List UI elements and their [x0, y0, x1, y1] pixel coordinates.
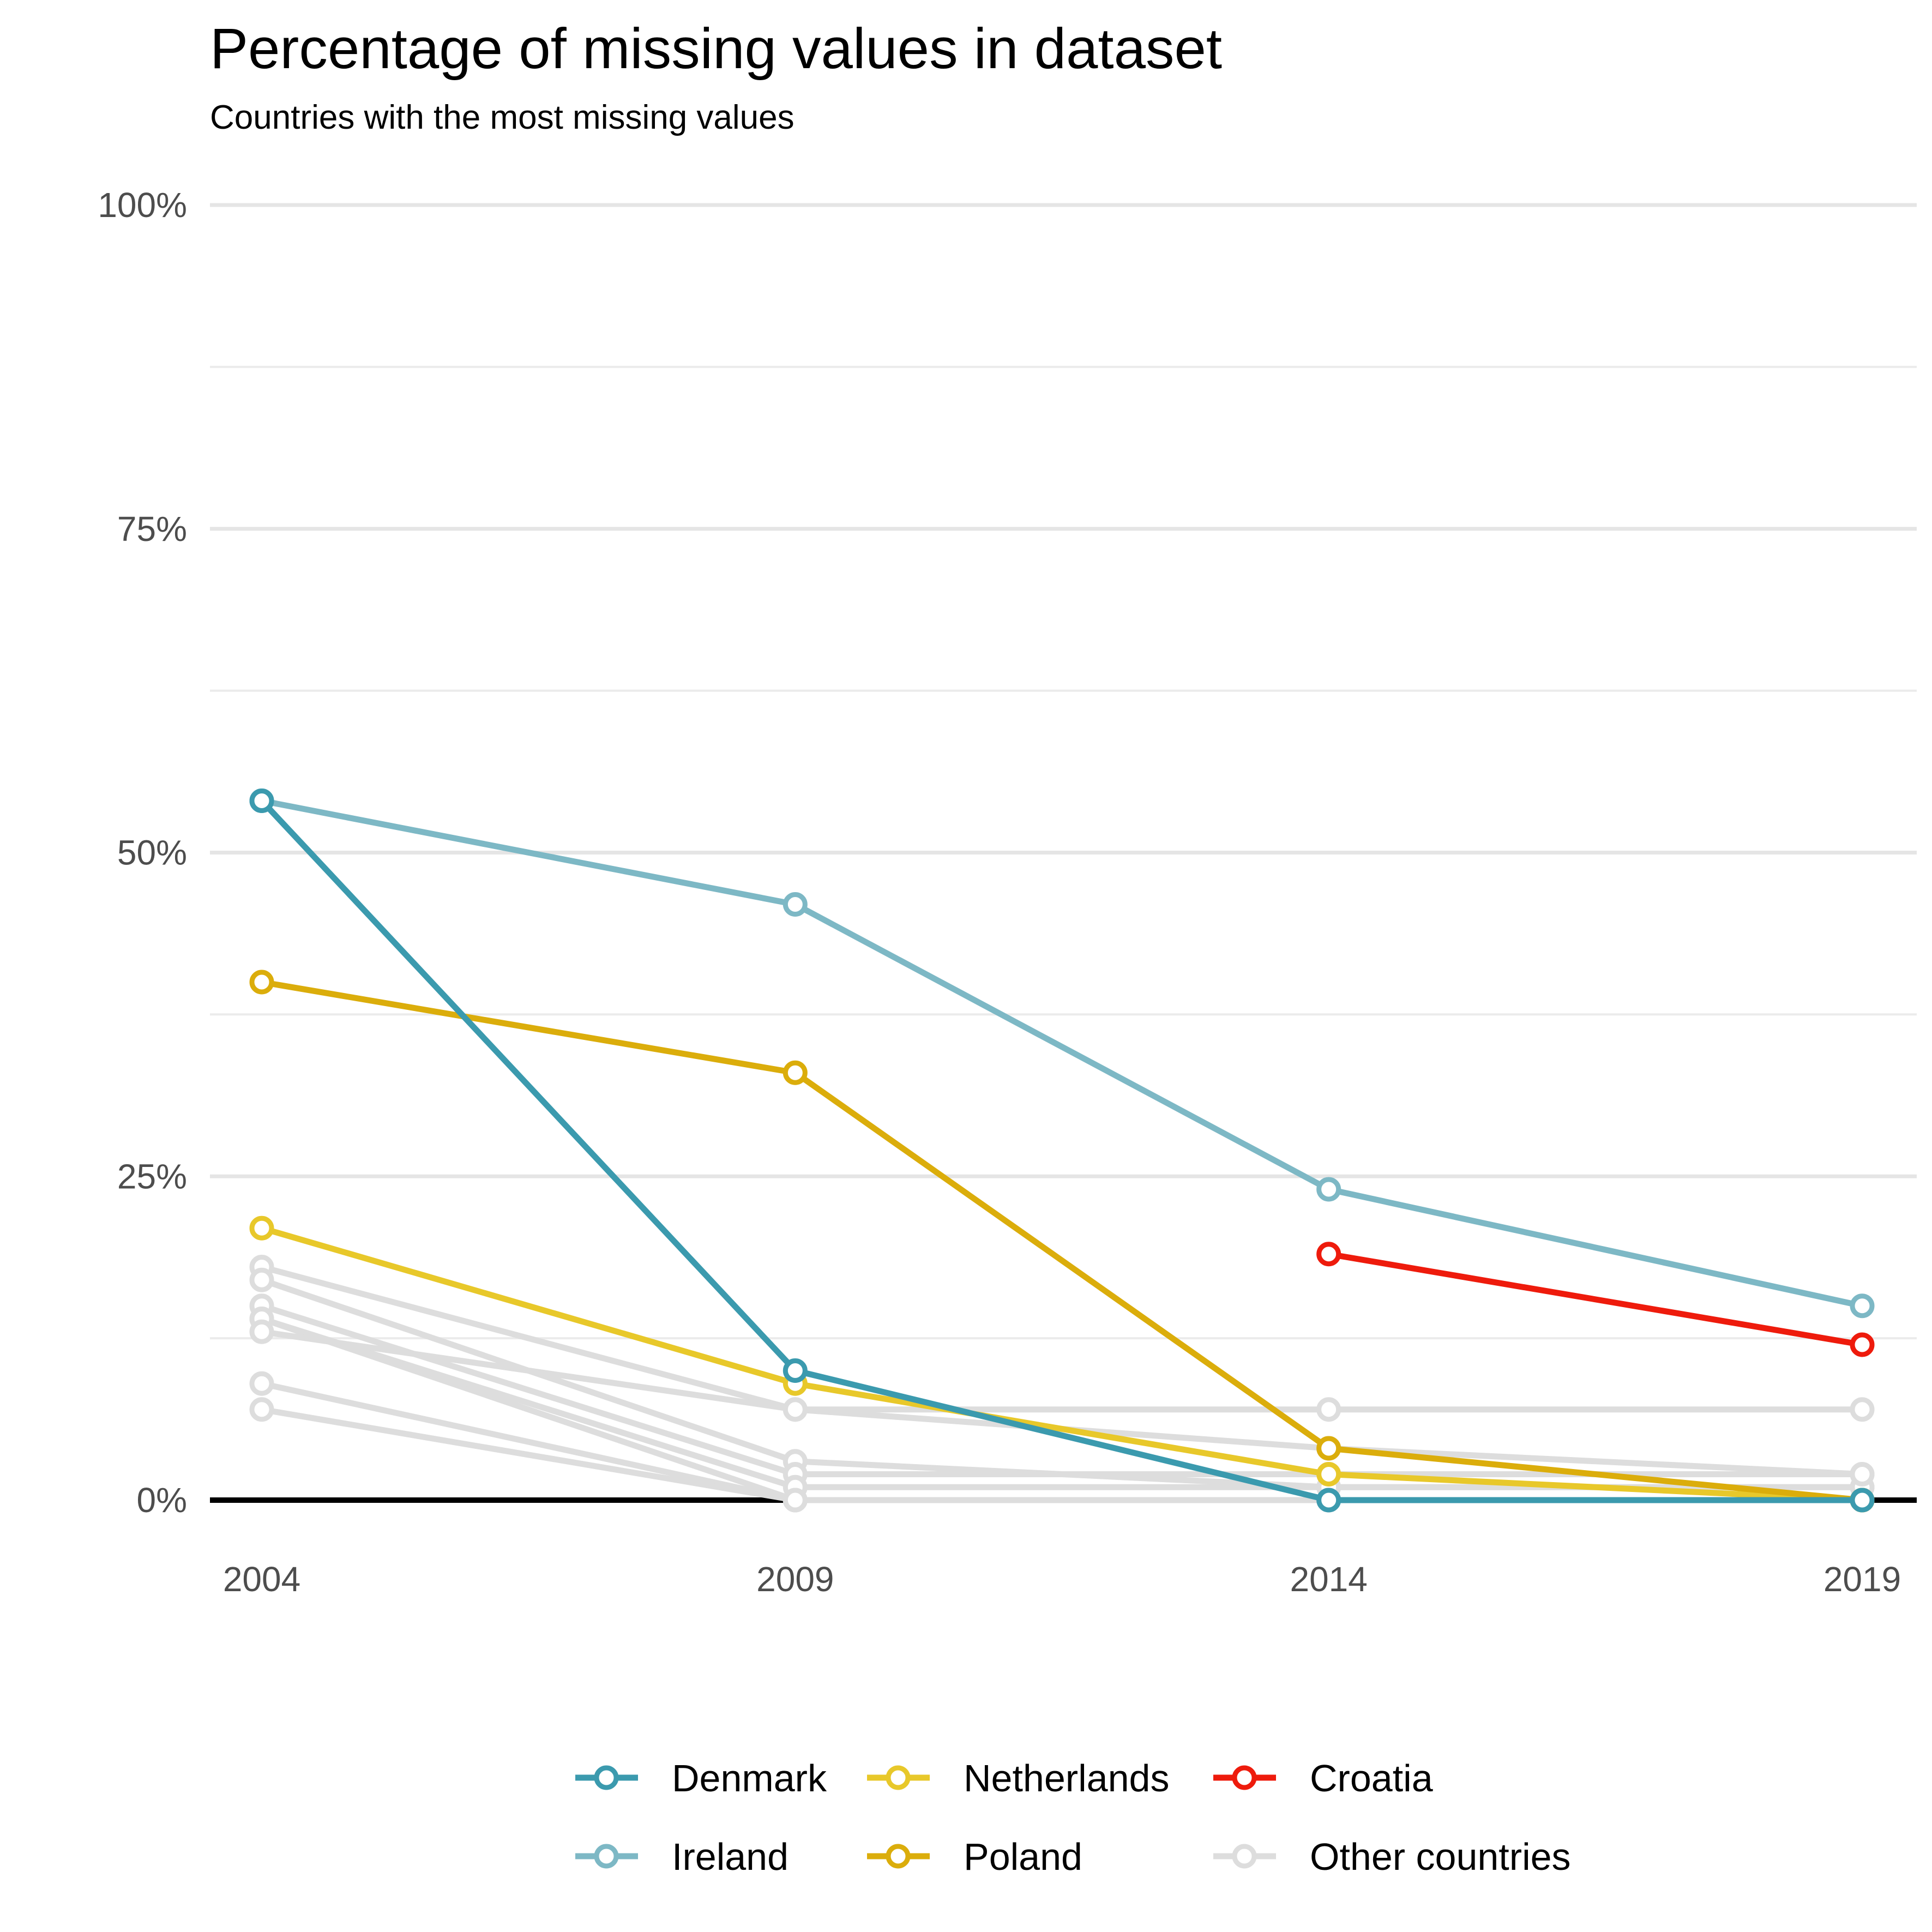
data-point: [1316, 1397, 1341, 1422]
legend-key-point: [1232, 1765, 1257, 1790]
y-tick-label: 25%: [117, 1157, 187, 1196]
series-croatia: [1316, 1242, 1875, 1357]
series-other-countries: [249, 1397, 1875, 1513]
chart-subtitle: Countries with the most missing values: [210, 99, 795, 136]
legend-key-point: [886, 1765, 911, 1790]
data-point: [249, 1319, 274, 1344]
x-tick-label: 2014: [1290, 1560, 1367, 1599]
legend-item: Ireland: [575, 1835, 789, 1878]
data-point: [783, 1060, 808, 1085]
data-point: [1850, 1332, 1875, 1357]
data-point: [249, 789, 274, 813]
legend-item: Other countries: [1213, 1835, 1571, 1878]
legend-label: Other countries: [1310, 1835, 1571, 1878]
data-point: [783, 892, 808, 917]
x-tick-label: 2009: [756, 1560, 834, 1599]
series-line: [261, 798, 1863, 1309]
legend-label: Poland: [964, 1835, 1082, 1878]
legend: Denmark Ireland Netherlands Poland Croatia Ot…: [575, 1757, 1571, 1878]
data-point: [1316, 1488, 1341, 1513]
chart-title: Percentage of missing values in dataset: [210, 17, 1223, 81]
y-tick-label: 0%: [137, 1480, 188, 1520]
legend-item: Netherlands: [867, 1757, 1169, 1799]
data-point: [1316, 1462, 1341, 1486]
data-point: [1316, 1242, 1341, 1267]
x-axis: 2004 2009 2014 2019: [223, 1560, 1901, 1599]
legend-label: Denmark: [672, 1757, 827, 1799]
series-line: [261, 979, 1863, 1503]
data-point: [249, 1215, 274, 1241]
y-tick-label: 75%: [117, 509, 187, 549]
data-point: [783, 1397, 808, 1422]
data-point: [783, 1358, 808, 1383]
legend-key-point: [594, 1765, 619, 1790]
legend-key-point: [594, 1844, 619, 1869]
x-tick-label: 2019: [1823, 1560, 1901, 1599]
legend-item: Croatia: [1213, 1757, 1433, 1799]
data-point: [249, 1371, 274, 1396]
y-axis: 0% 25% 50% 75% 100%: [98, 185, 187, 1520]
data-point: [249, 1267, 274, 1292]
legend-label: Croatia: [1310, 1757, 1433, 1799]
legend-label: Ireland: [672, 1835, 789, 1878]
data-point: [783, 1488, 808, 1513]
data-point: [249, 1397, 274, 1422]
series-line: [261, 1264, 1862, 1413]
legend-item: Denmark: [575, 1757, 827, 1799]
data-point: [1850, 1488, 1875, 1513]
data-point: [1850, 1397, 1875, 1422]
series-line: [1328, 1251, 1863, 1348]
data-point: [1316, 1436, 1341, 1461]
series-denmark: [249, 789, 1875, 1513]
series-line: [261, 1225, 1863, 1503]
data-point: [1316, 1177, 1341, 1202]
legend-key-point: [886, 1844, 911, 1869]
legend-label: Netherlands: [964, 1757, 1169, 1799]
y-tick-label: 50%: [117, 833, 187, 872]
gridlines: [210, 203, 1917, 1340]
y-tick-label: 100%: [98, 185, 187, 225]
data-point: [1850, 1293, 1875, 1319]
data-point: [249, 970, 274, 995]
series-lines: [210, 789, 1917, 1513]
series-line: [259, 798, 1862, 1503]
data-point: [1850, 1462, 1875, 1486]
legend-key-point: [1232, 1844, 1257, 1869]
x-tick-label: 2004: [223, 1560, 300, 1599]
legend-item: Poland: [867, 1835, 1082, 1878]
series-other-countries: [249, 1319, 1875, 1486]
